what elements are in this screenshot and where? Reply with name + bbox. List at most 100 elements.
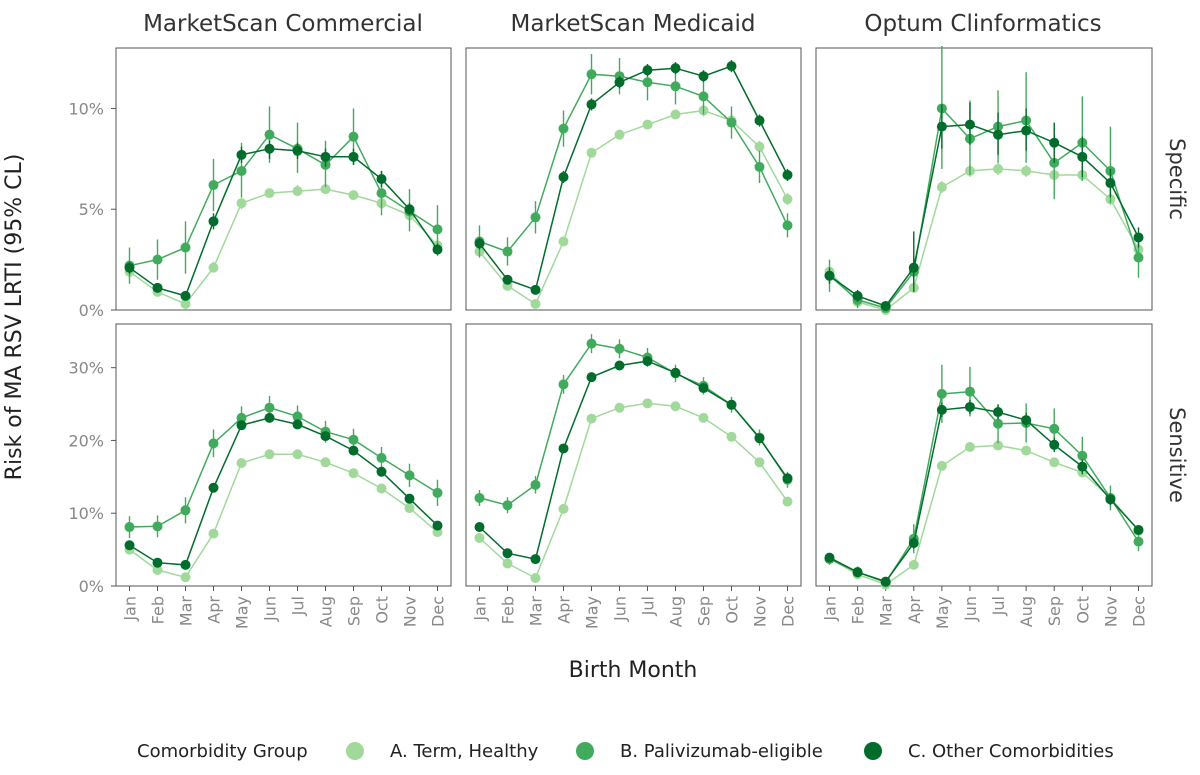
panel-marketscan-medicaid-sensitive [465,323,802,591]
point-sep [1049,423,1060,434]
point-oct [726,61,737,72]
point-oct [726,399,737,410]
point-nov [404,470,415,481]
point-apr [558,171,569,182]
point-mar [880,300,891,311]
point-jun [614,129,625,140]
point-jan [474,492,485,503]
point-oct [1077,151,1088,162]
point-dec [432,520,443,531]
x-tick-marketscan-commercial-aug: Aug [317,596,336,627]
point-may [586,338,597,349]
point-apr [208,216,219,227]
legend-key-palivizumab-eligible [576,742,594,760]
point-jun [614,360,625,371]
point-may [236,165,247,176]
point-may [586,69,597,80]
point-aug [320,184,331,195]
point-mar [530,554,541,565]
x-tick-marketscan-medicaid-apr: Apr [555,596,574,624]
x-tick-marketscan-medicaid-jun: Jun [611,596,630,622]
point-dec [1133,232,1144,243]
x-tick-optum-clinformatics-may: May [933,596,952,629]
point-may [586,372,597,383]
x-tick-optum-clinformatics-nov: Nov [1101,596,1120,627]
point-dec [432,244,443,255]
legend-label-term-healthy: A. Term, Healthy [390,741,539,762]
point-jul [642,77,653,88]
point-sep [348,151,359,162]
point-feb [152,282,163,293]
point-feb [852,290,863,301]
point-jun [264,143,275,154]
series-b-palivizumab-eligible [124,396,443,538]
point-sep [348,190,359,201]
point-jan [824,552,835,563]
point-feb [502,558,513,569]
point-aug [1021,445,1032,456]
point-aug [320,457,331,468]
point-jun [264,402,275,413]
legend-title: Comorbidity Group [137,741,308,762]
point-dec [782,220,793,231]
x-tick-marketscan-commercial-jun: Jun [261,596,280,622]
point-aug [1021,125,1032,136]
legend-label-other-comorbidities: C. Other Comorbidities [908,741,1114,762]
panel-frame [465,47,802,311]
point-jun [264,449,275,460]
series-line-a-term-healthy [478,109,789,306]
x-tick-optum-clinformatics-sep: Sep [1045,596,1064,626]
point-jul [993,163,1004,174]
point-aug [670,109,681,120]
x-tick-marketscan-medicaid-sep: Sep [695,596,714,626]
x-tick-marketscan-commercial-apr: Apr [205,596,224,624]
point-oct [376,452,387,463]
y-tick-specific-0: 0% [79,301,104,320]
panel-marketscan-medicaid-specific [465,47,802,311]
panel-frame [115,47,452,311]
x-tick-marketscan-commercial-mar: Mar [177,596,196,627]
point-nov [404,493,415,504]
point-dec [432,487,443,498]
point-sep [348,445,359,456]
panel-optum-clinformatics-sensitive [815,323,1153,591]
point-nov [754,457,765,468]
point-jul [642,65,653,76]
point-jul [292,449,303,460]
point-may [936,460,947,471]
point-mar [530,298,541,309]
x-tick-optum-clinformatics-jun: Jun [961,596,980,622]
x-tick-marketscan-commercial-jul: Jul [289,596,308,616]
facet-title-marketscan-commercial: MarketScan Commercial [143,11,423,37]
facet-title-optum-clinformatics: Optum Clinformatics [864,11,1101,37]
point-oct [1077,461,1088,472]
point-sep [1049,439,1060,450]
x-tick-optum-clinformatics-oct: Oct [1073,596,1092,624]
series-line-a-term-healthy [129,188,439,305]
point-dec [432,224,443,235]
point-nov [1105,494,1116,505]
x-tick-marketscan-medicaid-aug: Aug [667,596,686,627]
point-jan [824,270,835,281]
point-mar [180,298,191,309]
point-may [936,121,947,132]
point-may [936,404,947,415]
legend-label-palivizumab-eligible: B. Palivizumab-eligible [620,741,823,762]
point-feb [852,567,863,578]
point-feb [502,246,513,257]
point-aug [670,367,681,378]
x-tick-marketscan-commercial-may: May [233,596,252,629]
point-jun [964,119,975,130]
point-dec [1133,252,1144,263]
point-may [236,198,247,209]
x-tick-marketscan-medicaid-dec: Dec [779,596,798,627]
series-c-other-comorbidities [474,60,793,295]
point-oct [1077,450,1088,461]
y-tick-sensitive-0: 0% [79,577,104,596]
point-feb [502,274,513,285]
y-tick-sensitive-30: 30% [68,359,104,378]
panel-optum-clinformatics-specific [815,45,1153,315]
panel-marketscan-commercial-sensitive [111,323,452,591]
point-aug [1021,415,1032,426]
series-c-other-comorbidities [824,102,1144,311]
